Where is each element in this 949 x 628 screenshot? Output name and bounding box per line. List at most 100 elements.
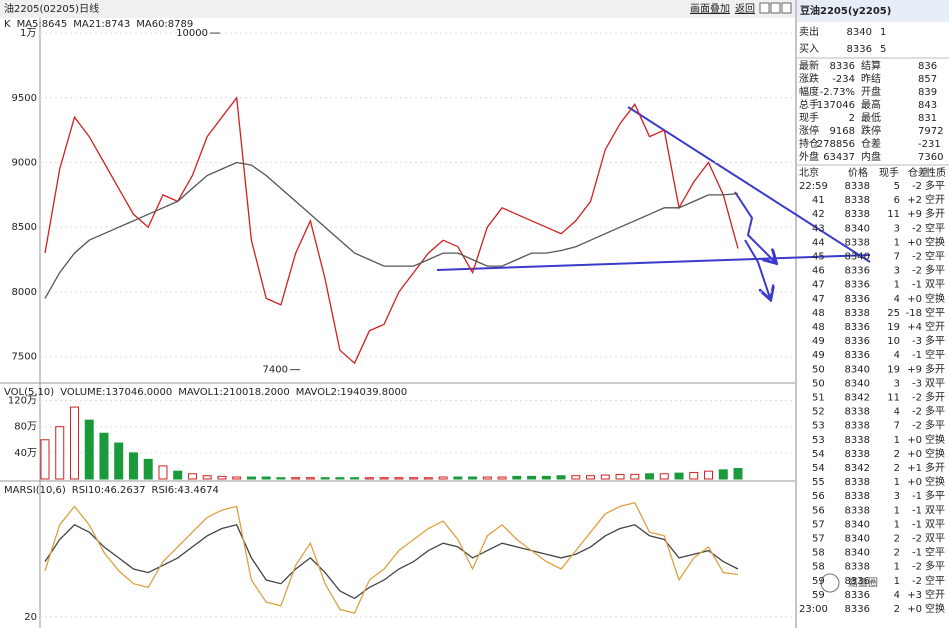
stat-value: 9168	[830, 126, 855, 137]
volume-bar	[689, 471, 699, 480]
tick-nature: 空平	[925, 574, 945, 587]
stat-label: 最低	[861, 111, 881, 124]
tick-time: 57	[812, 534, 825, 545]
volume-bar	[600, 474, 610, 480]
volume-bar	[423, 477, 433, 480]
volume-bar	[497, 476, 507, 480]
tick-nature: 空开	[925, 320, 945, 333]
stat-value: 839	[918, 87, 937, 98]
tick-diff: -2	[912, 181, 922, 192]
volume-bar	[438, 476, 448, 480]
stat-value: -231	[918, 139, 941, 150]
tick-nature: 多平	[925, 405, 945, 418]
annotation: 10000	[176, 28, 208, 39]
tick-volume: 1	[894, 519, 900, 530]
tick-volume: 11	[887, 393, 900, 404]
indicator-label: RSI6:43.4674	[152, 485, 219, 496]
tick-time: 58	[812, 548, 825, 559]
volume-bar	[217, 475, 227, 480]
volume-bar	[394, 477, 404, 480]
tick-diff: +1	[907, 463, 922, 474]
stat-label: 最新	[799, 59, 819, 72]
tick-price: 8338	[845, 181, 870, 192]
y-tick-label: 8500	[12, 222, 37, 233]
toolbar-title: 油2205(02205)日线	[4, 2, 99, 15]
tick-diff: -1	[912, 491, 922, 502]
tick-nature: 多平	[925, 419, 945, 432]
stat-label: 昨结	[861, 72, 881, 85]
volume-bar	[453, 476, 463, 480]
tick-price: 8336	[845, 280, 870, 291]
tick-nature: 多开	[925, 362, 945, 375]
tick-time: 48	[812, 322, 825, 333]
tick-header: 现手	[879, 166, 899, 179]
y-tick-label: 80万	[14, 422, 37, 433]
quote-price: 8336	[847, 44, 872, 55]
tick-time: 56	[812, 491, 825, 502]
tick-diff: +9	[907, 209, 922, 220]
stat-value: 63437	[823, 152, 855, 163]
trend-line	[627, 106, 871, 263]
tick-diff: -2	[912, 534, 922, 545]
volume-bar	[335, 477, 345, 480]
stat-value: 7972	[918, 126, 943, 137]
tick-diff: -1	[912, 505, 922, 516]
watermark: 嘉盈圈	[848, 576, 878, 589]
quote-price: 8340	[847, 27, 872, 38]
tick-diff: -2	[912, 223, 922, 234]
tick-diff: -2	[912, 576, 922, 587]
tick-price: 8338	[845, 209, 870, 220]
tick-nature: 空平	[925, 306, 945, 319]
tick-nature: 双平	[925, 518, 945, 530]
volume-bar	[55, 426, 65, 480]
tick-time: 43	[812, 223, 825, 234]
tick-volume: 1	[894, 576, 900, 587]
tick-header: 北京	[799, 166, 819, 179]
tick-volume: 2	[894, 534, 900, 545]
volume-bar	[541, 475, 551, 480]
window-button[interactable]	[781, 2, 792, 14]
indicator-label: MA60:8789	[136, 19, 193, 30]
tick-nature: 空开	[925, 588, 945, 601]
window-button[interactable]	[770, 2, 781, 14]
tick-volume: 1	[894, 435, 900, 446]
stat-value: 278856	[817, 139, 855, 150]
tick-price: 8340	[845, 364, 870, 375]
tick-time: 59	[812, 576, 825, 587]
tick-price: 8336	[845, 294, 870, 305]
tick-volume: 4	[894, 294, 900, 305]
tick-price: 8340	[845, 223, 870, 234]
stat-label: 最高	[861, 98, 881, 111]
indicator-label: VOL(5,10)	[4, 387, 54, 398]
stat-label: 涨跌	[799, 72, 819, 85]
tick-volume: 3	[894, 266, 900, 277]
tick-nature: 多开	[925, 461, 945, 474]
window-button[interactable]	[759, 2, 770, 14]
annotation: 7400	[263, 365, 288, 376]
stat-value: 2	[849, 113, 855, 124]
tick-price: 8336	[845, 336, 870, 347]
tick-diff: -2	[912, 407, 922, 418]
tick-volume: 4	[894, 350, 900, 361]
tick-diff: +4	[907, 322, 922, 333]
volume-bar	[246, 476, 256, 480]
stat-value: 7360	[918, 152, 943, 163]
tick-price: 8338	[845, 491, 870, 502]
volume-bar	[291, 477, 301, 480]
volume-bar	[527, 475, 537, 480]
stat-value: 8336	[830, 61, 855, 72]
quote-title: 豆油2205(y2205)	[800, 4, 891, 17]
volume-bar	[40, 439, 50, 480]
volume-bar	[173, 470, 183, 480]
volume-bar	[409, 477, 419, 480]
tick-nature: 空换	[925, 292, 945, 305]
tick-time: 58	[812, 562, 825, 573]
tick-price: 8342	[845, 393, 870, 404]
tick-volume: 2	[894, 604, 900, 615]
volume-bar	[645, 473, 655, 480]
tick-time: 57	[812, 519, 825, 530]
tick-nature: 空换	[925, 447, 945, 460]
toolbar	[0, 0, 795, 18]
y-tick-label: 20	[24, 612, 37, 623]
